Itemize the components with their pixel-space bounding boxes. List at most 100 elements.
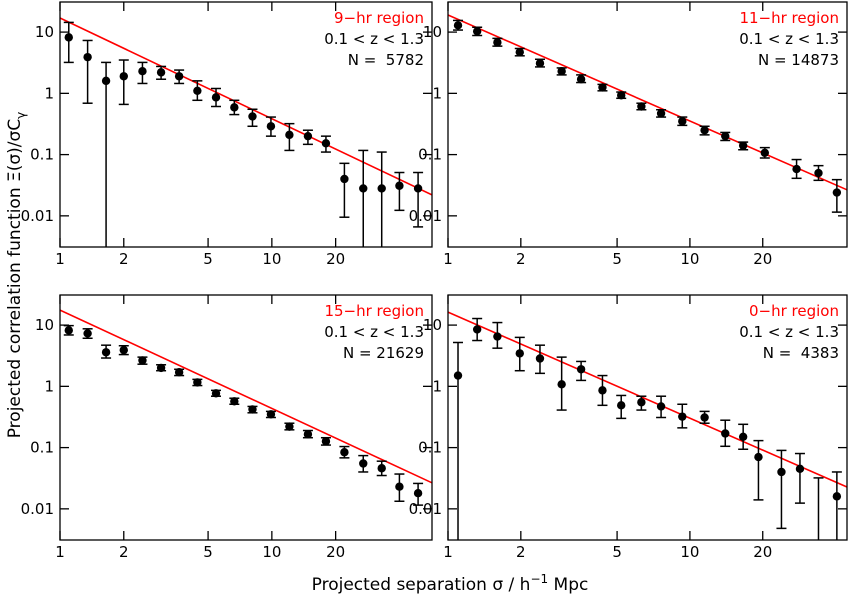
- x-tick-label: 2: [516, 543, 526, 561]
- y-tick-label: 1: [44, 84, 54, 102]
- data-point: [211, 389, 221, 398]
- y-axis-label: Projected correlation function Ξ(σ)/σCγ: [5, 112, 28, 439]
- y-tick-label: 0.1: [418, 439, 442, 457]
- data-point: [535, 354, 545, 363]
- y-tick-label: 1: [432, 84, 442, 102]
- x-tick-label: 1: [443, 543, 453, 561]
- y-tick-label: 1: [432, 377, 442, 395]
- count-label: N = 4383: [763, 344, 839, 362]
- plot-area: [60, 17, 432, 247]
- data-point: [598, 83, 607, 92]
- data-point: [138, 356, 147, 365]
- data-point: [266, 410, 276, 419]
- fit-line: [448, 14, 847, 191]
- data-point: [656, 109, 666, 118]
- x-tick-label: 2: [119, 543, 129, 561]
- x-label-main: Projected separation σ / h: [312, 575, 531, 595]
- x-tick-label: 5: [612, 250, 622, 268]
- data-point: [193, 86, 202, 96]
- data-point: [576, 75, 586, 84]
- data-point: [101, 76, 111, 86]
- data-point: [395, 181, 404, 190]
- redshift-label: 0.1 < z < 1.3: [739, 323, 839, 341]
- data-point: [754, 452, 763, 462]
- region-label: 11−hr region: [739, 9, 839, 27]
- data-point: [321, 139, 331, 148]
- data-point: [211, 93, 221, 102]
- x-tick-label: 5: [203, 250, 213, 268]
- data-point: [303, 430, 313, 439]
- data-point: [303, 131, 313, 141]
- data-point: [174, 72, 184, 81]
- redshift-label: 0.1 < z < 1.3: [324, 323, 424, 341]
- region-label: 9−hr region: [334, 9, 424, 27]
- data-point: [617, 401, 626, 410]
- y-tick-label: 0.01: [409, 500, 442, 518]
- y-tick-label: 0.1: [418, 146, 442, 164]
- x-tick-label: 10: [680, 250, 699, 268]
- data-point: [359, 184, 368, 193]
- count-label: N = 21629: [343, 344, 424, 362]
- data-point: [832, 188, 842, 197]
- data-point: [576, 365, 586, 374]
- panel: 1 2 5 10 20 0.01 0.1 1 10 9−hr region 0.1 < z < 1.…: [21, 1, 433, 268]
- data-point: [777, 467, 786, 477]
- data-point: [678, 412, 687, 421]
- data-point: [174, 368, 184, 377]
- data-point: [359, 459, 368, 468]
- data-point: [453, 371, 463, 380]
- data-point: [83, 329, 92, 338]
- data-point: [795, 464, 805, 474]
- x-tick-label: 10: [262, 250, 281, 268]
- x-tick-label: 1: [443, 250, 453, 268]
- redshift-label: 0.1 < z < 1.3: [739, 30, 839, 48]
- panel: 1 2 5 10 20 0.01 0.1 1 10 11−hr region 0.1 < z < 1…: [409, 1, 848, 268]
- data-point: [721, 131, 730, 141]
- data-point: [64, 326, 73, 335]
- y-tick-label: 0.01: [409, 207, 442, 225]
- y-tick-label: 0.01: [21, 207, 54, 225]
- data-point: [814, 547, 822, 555]
- plot-area: [60, 309, 432, 506]
- data-point: [193, 378, 202, 387]
- data-point: [101, 348, 111, 357]
- panel-frame: [447, 1, 848, 248]
- data-point: [138, 66, 147, 76]
- y-tick-label: 10: [423, 316, 442, 334]
- data-point: [700, 413, 709, 422]
- x-label-sup: −1: [530, 572, 548, 586]
- y-tick-label: 0.01: [21, 500, 54, 518]
- y-tick-label: 1: [44, 377, 54, 395]
- data-point: [598, 386, 607, 395]
- data-point: [230, 397, 239, 406]
- count-label: N = 5782: [348, 51, 424, 69]
- x-tick-label: 20: [326, 543, 345, 561]
- data-point: [230, 103, 239, 112]
- data-point: [721, 429, 730, 438]
- panel-frame: [447, 294, 848, 541]
- x-axis-label: Projected separation σ / h−1 Mpc: [312, 572, 589, 595]
- panel-frame: [59, 1, 433, 248]
- x-label-unit: Mpc: [548, 575, 588, 595]
- data-point: [266, 122, 276, 131]
- x-tick-label: 1: [55, 543, 65, 561]
- x-tick-label: 2: [516, 250, 526, 268]
- panel-frame: [59, 294, 433, 541]
- data-point: [285, 130, 294, 140]
- data-point: [119, 345, 128, 355]
- data-point: [814, 168, 823, 178]
- fit-line: [448, 311, 847, 488]
- plot-area: [448, 311, 847, 555]
- x-tick-label: 20: [753, 250, 772, 268]
- y-tick-label: 0.1: [30, 146, 54, 164]
- data-point: [557, 380, 566, 389]
- y-label-main: Projected correlation function Ξ(σ)/σC: [5, 119, 25, 438]
- data-point: [557, 66, 566, 76]
- data-point: [515, 47, 524, 57]
- x-tick-label: 5: [612, 543, 622, 561]
- data-point: [700, 126, 709, 135]
- y-tick-label: 10: [423, 23, 442, 41]
- y-tick-label: 0.1: [30, 439, 54, 457]
- data-point: [413, 184, 423, 193]
